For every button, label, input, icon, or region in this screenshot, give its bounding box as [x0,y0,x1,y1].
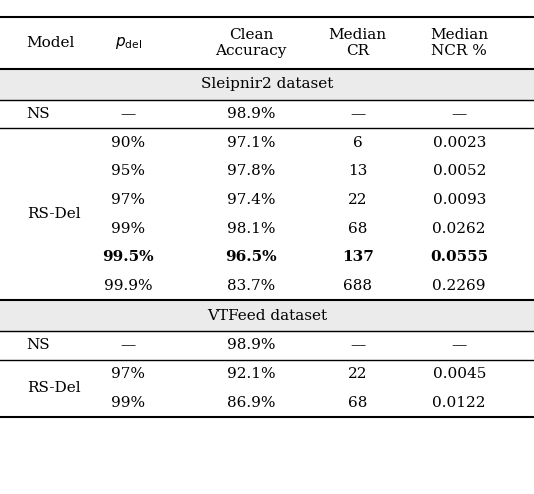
Text: 83.7%: 83.7% [227,279,275,293]
Text: 95%: 95% [111,165,145,178]
Text: VTFeed dataset: VTFeed dataset [207,309,327,323]
Text: 99.5%: 99.5% [103,250,154,264]
Text: 22: 22 [348,367,367,381]
Text: 99%: 99% [111,396,145,410]
Text: 6: 6 [353,136,363,150]
Text: 96.5%: 96.5% [225,250,277,264]
Text: NS: NS [27,107,50,121]
Text: 0.0262: 0.0262 [433,222,486,236]
Text: Model: Model [27,36,75,50]
Text: —: — [121,338,136,352]
Text: 97.4%: 97.4% [227,193,275,207]
Text: 99.9%: 99.9% [104,279,153,293]
Text: —: — [452,338,467,352]
Text: 98.9%: 98.9% [227,107,275,121]
Text: 98.9%: 98.9% [227,338,275,352]
Text: —: — [350,338,365,352]
Text: Clean
Accuracy: Clean Accuracy [215,28,287,58]
Bar [0,69,534,100]
Text: 0.0555: 0.0555 [430,250,488,264]
Text: 0.0045: 0.0045 [433,367,486,381]
Bar [0,300,534,331]
Text: 97%: 97% [111,193,145,207]
Text: RS-Del: RS-Del [27,381,80,395]
Text: 0.2269: 0.2269 [433,279,486,293]
Text: 13: 13 [348,165,367,178]
Text: $p_\mathrm{del}$: $p_\mathrm{del}$ [115,35,142,51]
Text: Sleipnir2 dataset: Sleipnir2 dataset [201,78,333,91]
Text: Median
NCR %: Median NCR % [430,28,488,58]
Text: 68: 68 [348,396,367,410]
Text: 0.0023: 0.0023 [433,136,486,150]
Text: 92.1%: 92.1% [226,367,276,381]
Text: RS-Del: RS-Del [27,207,80,221]
Text: 688: 688 [343,279,372,293]
Text: 97.8%: 97.8% [227,165,275,178]
Text: NS: NS [27,338,50,352]
Text: —: — [350,107,365,121]
Text: 22: 22 [348,193,367,207]
Text: 98.1%: 98.1% [227,222,275,236]
Text: 86.9%: 86.9% [227,396,275,410]
Text: 97.1%: 97.1% [227,136,275,150]
Text: 137: 137 [342,250,374,264]
Text: 90%: 90% [111,136,145,150]
Text: 0.0093: 0.0093 [433,193,486,207]
Text: Median
CR: Median CR [329,28,387,58]
Text: —: — [452,107,467,121]
Text: 97%: 97% [111,367,145,381]
Text: 0.0122: 0.0122 [433,396,486,410]
Text: 99%: 99% [111,222,145,236]
Text: 0.0052: 0.0052 [433,165,486,178]
Text: —: — [121,107,136,121]
Text: 68: 68 [348,222,367,236]
